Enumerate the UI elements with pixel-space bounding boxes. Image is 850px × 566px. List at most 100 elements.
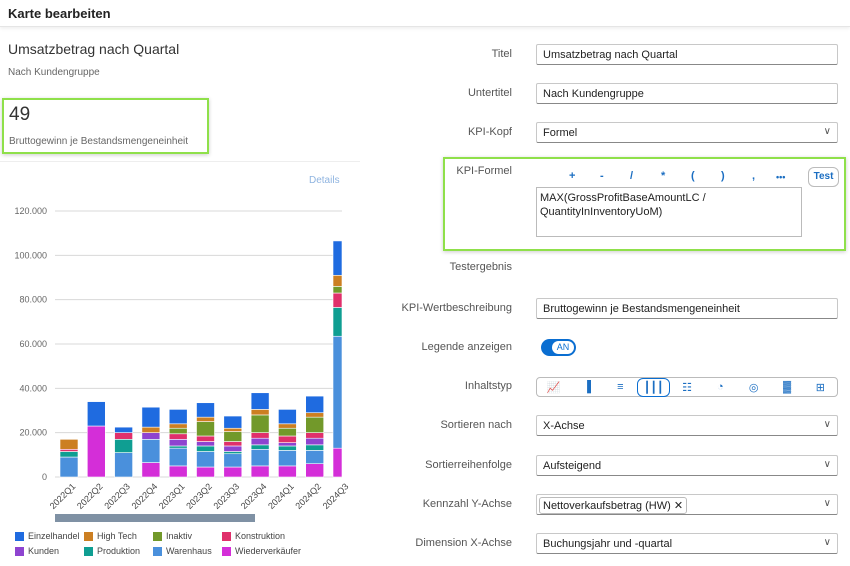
- legend-item: Kunden: [15, 546, 59, 556]
- bar-segment-warenhaus: [114, 452, 133, 478]
- y-tick-label: 100.000: [14, 250, 47, 260]
- x-tick-label: 2024Q2: [293, 481, 323, 511]
- bar-segment-kunden: [168, 439, 188, 447]
- x-dimension-label: Dimension X-Achse: [415, 537, 512, 549]
- y-tick-label: 20.000: [19, 428, 47, 438]
- bar-segment-konstruktion: [223, 441, 243, 447]
- bar-segment-produktion: [223, 451, 243, 455]
- more-icon[interactable]: •••: [776, 172, 786, 182]
- legend-label: Inaktiv: [166, 531, 193, 541]
- bar-segment-einzelhandel: [305, 395, 325, 414]
- line-chart-icon[interactable]: 📈: [546, 381, 561, 394]
- bar-segment-inaktiv: [196, 421, 215, 437]
- legend-swatch: [84, 546, 93, 556]
- bar-segment-einzelhandel: [87, 401, 106, 427]
- y-tick-label: 80.000: [19, 295, 47, 305]
- bar-segment-warenhaus: [332, 335, 343, 449]
- bar-segment-kunden: [250, 437, 270, 446]
- bar-segment-konstruktion: [114, 432, 133, 440]
- bar-segment-kunden: [305, 437, 325, 446]
- chevron-down-icon: ∨: [823, 537, 831, 548]
- bar-segment-warenhaus: [141, 439, 161, 463]
- operator-comma-button[interactable]: ,: [752, 170, 756, 182]
- bar-segment-wiederverk-ufer: [250, 465, 270, 478]
- bar-segment-konstruktion: [168, 433, 188, 440]
- y-tick-label: 0: [42, 472, 47, 482]
- kpi-desc-input[interactable]: Bruttogewinn je Bestandsmengeneinheit: [536, 298, 838, 319]
- content-type-segmented[interactable]: 📈 ▐ ≡ ┃┃┃ ☷ ◔ ◎ ▓ ⊞: [536, 377, 838, 397]
- subtitle-input[interactable]: Nach Kundengruppe: [536, 83, 838, 104]
- bar-chart-icon[interactable]: ≡: [617, 381, 624, 393]
- bar-segment-wiederverk-ufer: [332, 447, 343, 478]
- donut-chart-icon[interactable]: ◎: [748, 381, 759, 394]
- operator-minus-button[interactable]: -: [600, 170, 604, 182]
- bar-segment-inaktiv: [168, 427, 188, 435]
- legend-swatch: [153, 531, 162, 541]
- bar-segment-wiederverk-ufer: [278, 465, 297, 478]
- bar-segment-warenhaus: [305, 450, 325, 464]
- bar-segment-warenhaus: [223, 453, 243, 468]
- bar-segment-high-tech: [223, 427, 243, 432]
- title-input[interactable]: Umsatzbetrag nach Quartal: [536, 44, 838, 65]
- y-measure-token[interactable]: Nettoverkaufsbetrag (HW) ✕: [539, 497, 688, 514]
- operator-multiply-button[interactable]: *: [661, 170, 666, 182]
- column-chart-icon[interactable]: ▐: [583, 381, 591, 393]
- sort-by-select[interactable]: X-Achse ∨: [536, 415, 838, 436]
- stacked-column-icon[interactable]: ┃┃┃: [636, 377, 671, 397]
- pie-chart-icon[interactable]: ◔: [717, 381, 724, 393]
- token-text: Nettoverkaufsbetrag (HW): [543, 500, 671, 512]
- remove-token-icon[interactable]: ✕: [673, 500, 684, 512]
- bar-segment-kunden: [278, 442, 297, 447]
- sort-order-select[interactable]: Aufsteigend ∨: [536, 455, 838, 476]
- bar-segment-konstruktion: [332, 292, 343, 308]
- heatmap-icon[interactable]: ▓: [782, 381, 792, 393]
- table-icon[interactable]: ⊞: [815, 381, 825, 394]
- bar-segment-kunden: [141, 432, 161, 440]
- x-tick-label: 2022Q4: [130, 481, 160, 511]
- bar-segment-high-tech: [59, 439, 79, 450]
- y-measure-multiinput[interactable]: Nettoverkaufsbetrag (HW) ✕ ∨: [536, 494, 838, 515]
- legend-swatch: [84, 531, 93, 541]
- kpi-desc-label: KPI-Wertbeschreibung: [401, 302, 512, 314]
- bar-segment-wiederverk-ufer: [305, 463, 325, 478]
- legend-item: Produktion: [84, 546, 140, 556]
- kpi-head-select[interactable]: Formel ∨: [536, 122, 838, 143]
- x-tick-label: 2023Q3: [211, 481, 241, 511]
- operator-close-paren-button[interactable]: ): [721, 170, 725, 182]
- details-link[interactable]: Details: [309, 175, 340, 186]
- bar-segment-wiederverk-ufer: [196, 466, 215, 478]
- bar-segment-konstruktion: [250, 432, 270, 439]
- bar-segment-wiederverk-ufer: [141, 462, 161, 478]
- bar-segment-produktion: [250, 444, 270, 450]
- bar-segment-high-tech: [250, 409, 270, 416]
- bar-segment-high-tech: [305, 412, 325, 418]
- chart-scrollbar[interactable]: [55, 514, 255, 522]
- legend-toggle[interactable]: AN: [541, 339, 576, 356]
- bar-segment-produktion: [168, 445, 188, 449]
- stacked-bar-icon[interactable]: ☷: [682, 381, 692, 394]
- bar-segment-warenhaus: [59, 456, 79, 478]
- kpi-formula-textarea[interactable]: MAX(GrossProfitBaseAmountLC / QuantityIn…: [536, 187, 802, 237]
- bar-segment-produktion: [196, 445, 215, 452]
- content-type-label: Inhaltstyp: [464, 380, 512, 392]
- bar-segment-konstruktion: [278, 435, 297, 443]
- operator-plus-button[interactable]: +: [569, 170, 576, 182]
- bar-segment-kunden: [223, 445, 243, 452]
- bar-segment-einzelhandel: [223, 415, 243, 429]
- legend-item: Einzelhandel: [15, 531, 80, 541]
- sort-order-label: Sortierreihenfolge: [425, 459, 512, 471]
- x-tick-label: 2023Q4: [239, 481, 269, 511]
- chevron-down-icon: ∨: [823, 459, 831, 470]
- bar-segment-konstruktion: [59, 448, 79, 452]
- x-dimension-select[interactable]: Buchungsjahr und -quartal ∨: [536, 533, 838, 554]
- test-button[interactable]: Test: [808, 167, 839, 187]
- sort-by-label: Sortieren nach: [440, 419, 512, 431]
- legend-label: Produktion: [97, 546, 141, 556]
- bar-segment-warenhaus: [250, 448, 270, 467]
- bar-segment-high-tech: [332, 274, 343, 287]
- operator-open-paren-button[interactable]: (: [691, 170, 695, 182]
- divider: [0, 161, 360, 162]
- x-tick-label: 2022Q3: [102, 481, 132, 511]
- chevron-down-icon: ∨: [823, 126, 831, 137]
- operator-divide-button[interactable]: /: [630, 170, 634, 182]
